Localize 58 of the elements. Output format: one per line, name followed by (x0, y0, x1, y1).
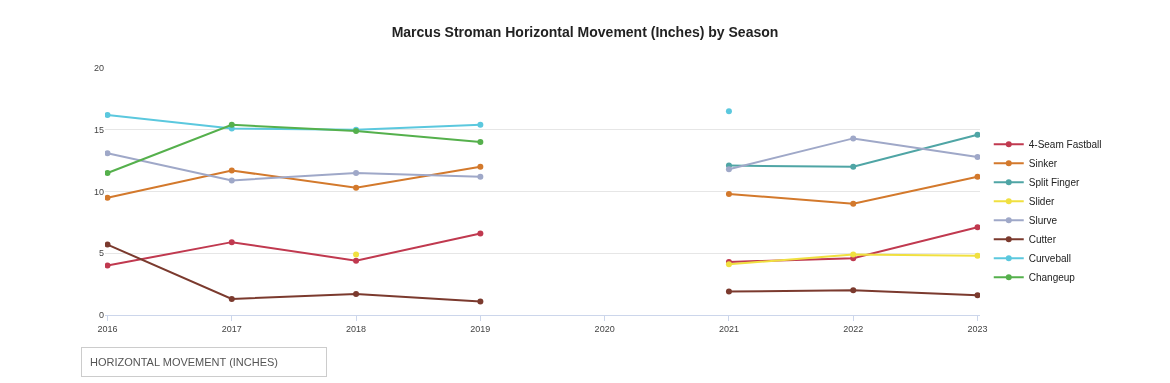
point (105, 262, 111, 269)
legend-label: Changeup (1028, 272, 1076, 284)
point (974, 224, 980, 231)
legend-label: Cutter (1028, 234, 1057, 246)
point (974, 131, 980, 138)
x-tick-label: 2022 (843, 323, 864, 334)
y-tick-label: 5 (98, 248, 104, 259)
point (725, 288, 732, 295)
y-tick-label: 10 (93, 186, 104, 197)
point (228, 167, 235, 174)
point (105, 169, 111, 176)
point (105, 111, 111, 118)
x-tick-label: 2019 (470, 323, 491, 334)
point (850, 163, 857, 170)
legend-label: Slider (1028, 196, 1055, 208)
point (850, 287, 857, 294)
point (725, 166, 732, 173)
text: HORIZONTAL MOVEMENT (INCHES) (90, 356, 318, 368)
point (974, 173, 980, 180)
point (850, 135, 857, 142)
point (725, 190, 732, 197)
y-tick-label: 0 (98, 310, 104, 321)
legend-label: Slurve (1028, 215, 1058, 227)
point (974, 292, 980, 299)
x-tick-label: 2020 (594, 323, 615, 334)
y-tick-label: 15 (93, 124, 104, 135)
point (974, 252, 980, 259)
point (353, 184, 360, 191)
point (477, 163, 484, 170)
point (477, 121, 484, 128)
y-tick-label: 20 (93, 63, 104, 74)
x-tick-label: 2017 (221, 323, 242, 334)
x-tick-label: 2023 (967, 323, 988, 334)
point (105, 194, 111, 201)
point (353, 291, 360, 298)
x-tick-label: 2016 (97, 323, 118, 334)
point (228, 121, 235, 128)
legend-label: Split Finger (1028, 177, 1080, 189)
point (228, 295, 235, 302)
x-tick-label: 2018 (346, 323, 367, 334)
chart-title: Marcus Stroman Horizontal Movement (Inches) by Season (391, 23, 779, 40)
point (850, 200, 857, 207)
point (477, 173, 484, 180)
point (105, 150, 111, 157)
point (477, 139, 484, 146)
point (477, 298, 484, 305)
legend-label: Curveball (1028, 253, 1071, 265)
point (974, 153, 980, 160)
point (353, 169, 360, 176)
point (105, 241, 111, 248)
point (477, 230, 484, 237)
point (353, 257, 360, 264)
point (850, 251, 857, 258)
x-tick-label: 2021 (718, 323, 739, 334)
point (228, 177, 235, 184)
legend-label: Sinker (1028, 158, 1058, 170)
legend-label: 4-Seam Fastball (1028, 139, 1102, 151)
point (228, 239, 235, 246)
